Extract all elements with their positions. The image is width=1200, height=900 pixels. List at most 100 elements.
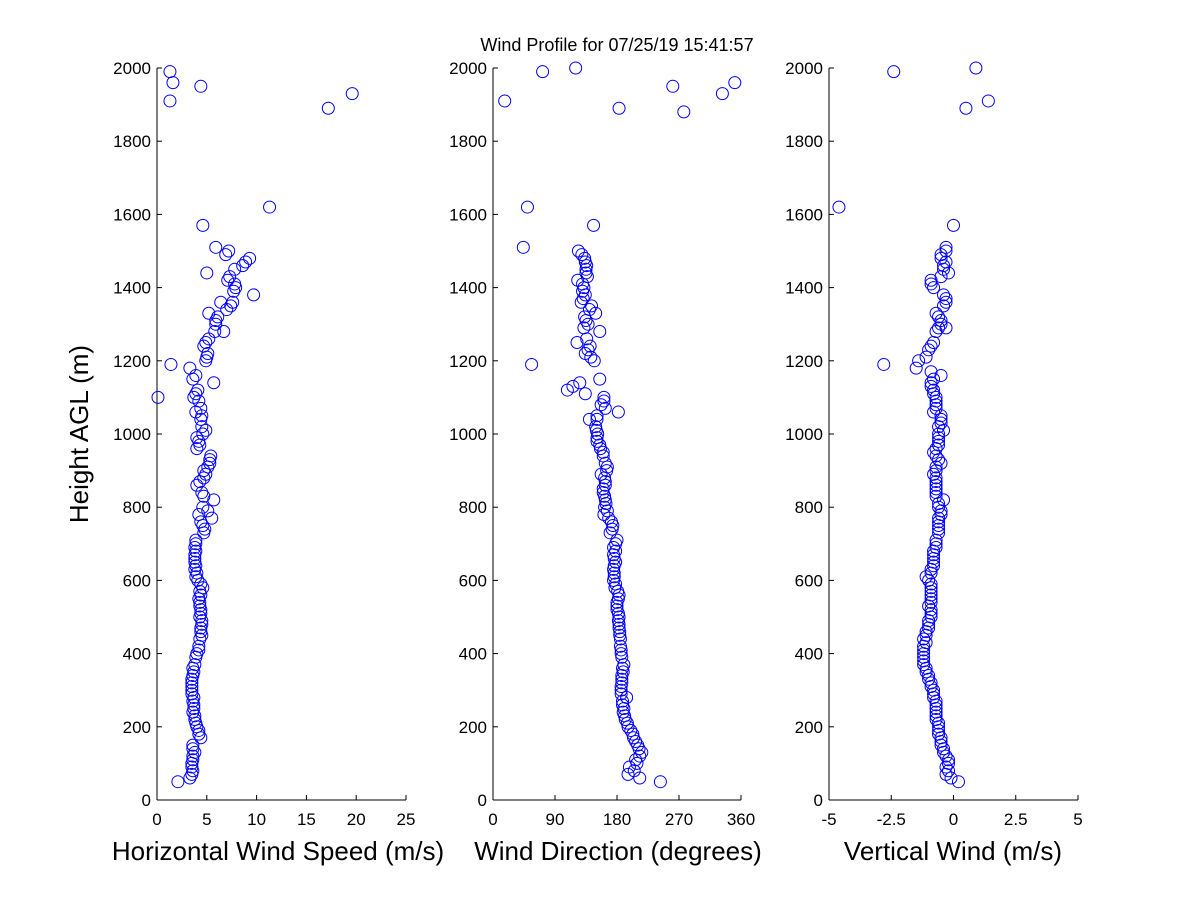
data-point [932, 727, 946, 741]
data-point [195, 486, 209, 500]
data-point [932, 434, 946, 448]
x-tick-label: 0 [949, 810, 958, 829]
x-tick-label: 0 [152, 810, 161, 829]
data-point [832, 200, 846, 214]
data-point [192, 508, 206, 522]
data-point [616, 694, 630, 708]
data-point [209, 240, 223, 254]
data-point [929, 705, 943, 719]
data-point [924, 595, 938, 609]
x-tick-label: 360 [727, 810, 755, 829]
y-tick-label: 1200 [785, 352, 823, 371]
data-point [924, 581, 938, 595]
data-point [610, 533, 624, 547]
data-point [189, 537, 203, 551]
data-point [574, 295, 588, 309]
data-point [597, 390, 611, 404]
data-point [166, 76, 180, 90]
data-point [192, 434, 206, 448]
data-point [164, 357, 178, 371]
data-point [196, 427, 210, 441]
data-point [929, 471, 943, 485]
data-point [204, 449, 218, 463]
data-point [207, 493, 221, 507]
data-point [611, 405, 625, 419]
data-point [598, 456, 612, 470]
data-point [609, 577, 623, 591]
data-point [569, 61, 583, 75]
data-point [922, 599, 936, 613]
data-point [185, 687, 199, 701]
y-tick-label: 200 [123, 718, 151, 737]
data-point [222, 244, 236, 258]
data-point [624, 723, 638, 737]
x-tick-label: 180 [603, 810, 631, 829]
data-point [597, 394, 611, 408]
data-point [226, 295, 240, 309]
data-point [587, 218, 601, 232]
data-point [932, 321, 946, 335]
data-point [200, 266, 214, 280]
data-point [193, 475, 207, 489]
y-tick-label: 800 [123, 498, 151, 517]
data-point [183, 771, 197, 785]
data-point [163, 65, 177, 79]
data-point [611, 584, 625, 598]
y-tick-label: 1800 [785, 132, 823, 151]
data-point [604, 515, 618, 529]
data-point [183, 361, 197, 375]
data-point [190, 647, 204, 661]
data-point [263, 200, 277, 214]
y-tick-label: 2000 [449, 59, 487, 78]
data-point [917, 654, 931, 668]
y-tick-label: 1600 [113, 205, 151, 224]
data-point [220, 303, 234, 317]
data-point [927, 372, 941, 386]
data-point [239, 255, 253, 269]
y-tick-label: 1600 [449, 205, 487, 224]
data-point [188, 712, 202, 726]
data-point [228, 262, 242, 276]
data-point [579, 266, 593, 280]
data-point [186, 372, 200, 386]
data-point [536, 65, 550, 79]
data-point [188, 745, 202, 759]
data-point [209, 314, 223, 328]
data-point [939, 240, 953, 254]
data-point [919, 350, 933, 364]
data-point [924, 273, 938, 287]
data-point [929, 486, 943, 500]
data-point [578, 387, 592, 401]
data-point [209, 317, 223, 331]
data-point [576, 292, 590, 306]
data-point [947, 218, 960, 232]
x-axis-label-horizontal-wind-speed: Horizontal Wind Speed (m/s) [112, 836, 444, 866]
data-point [917, 643, 931, 657]
data-point [197, 489, 211, 503]
data-point [612, 101, 626, 115]
data-point [942, 753, 956, 767]
y-tick-label: 1200 [113, 352, 151, 371]
data-point [887, 65, 901, 79]
data-point [193, 584, 207, 598]
data-point [917, 632, 931, 646]
data-point [912, 354, 926, 368]
data-point [196, 581, 210, 595]
data-point [188, 551, 202, 565]
data-point [194, 625, 208, 639]
x-tick-label: 25 [397, 810, 416, 829]
data-point [247, 288, 261, 302]
data-point [927, 281, 941, 295]
data-point [590, 434, 604, 448]
data-point [615, 672, 629, 686]
data-point [939, 760, 953, 774]
data-point [929, 460, 943, 474]
data-point [934, 251, 948, 265]
data-point [909, 361, 923, 375]
data-point [929, 712, 943, 726]
data-point [932, 526, 946, 540]
data-point [192, 394, 206, 408]
x-tick-label: 20 [347, 810, 366, 829]
data-point [927, 405, 941, 419]
data-point [917, 658, 931, 672]
